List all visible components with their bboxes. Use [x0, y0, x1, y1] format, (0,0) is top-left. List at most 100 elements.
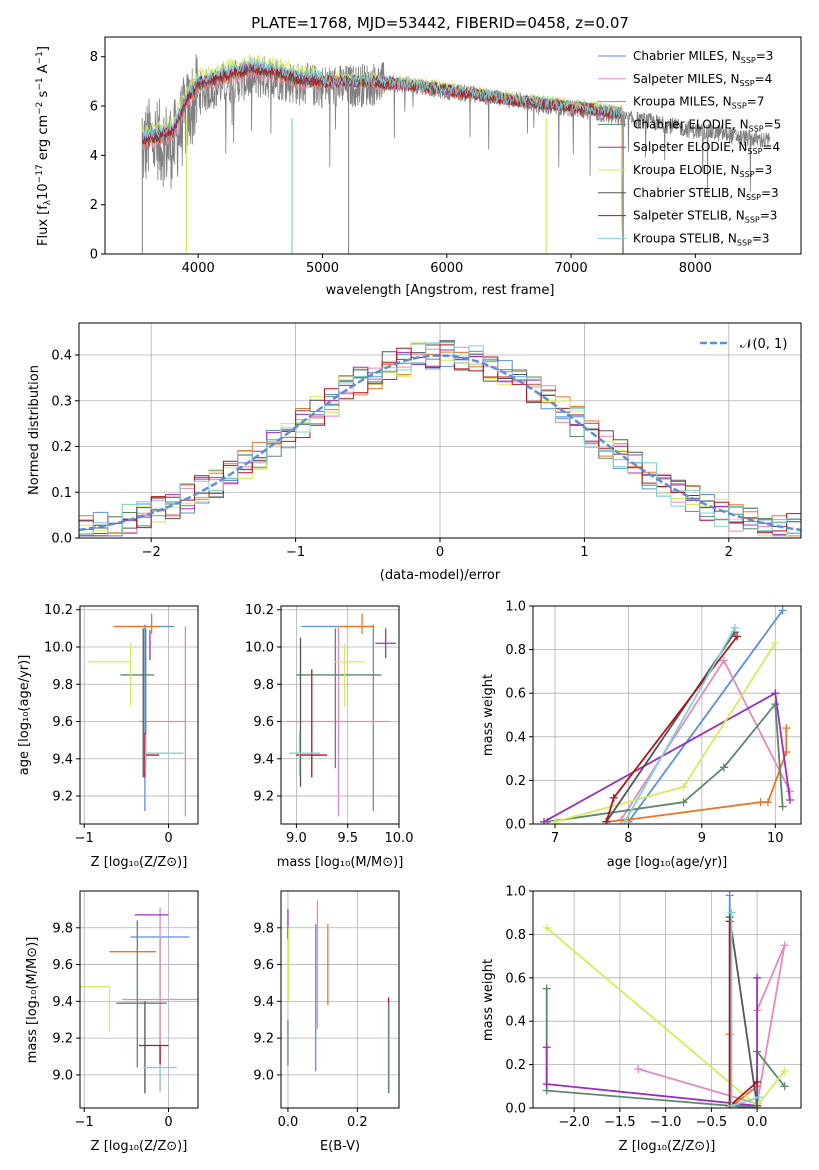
weight-vs-age-marker-kroupa-stelib: [730, 623, 739, 632]
histogram-plot-area: [79, 340, 801, 537]
spectrum-ytick-label: 8: [90, 50, 98, 65]
age-vs-z-xlabel: Z [log₁₀(Z/Z⊙)]: [91, 855, 188, 870]
histogram-panel: −2 −1 0 1 2 0.0 0.1 0.2 0.3 0.4 (data-model)/erro…: [27, 322, 802, 583]
weight-vs-z-ytick-label: 0.6: [505, 971, 526, 986]
legend-label-salpeter-elodie: Salpeter ELODIE, NSSP=4: [633, 140, 780, 156]
age-vs-mass-panel: 9.0 9.5 10.0 9.2 9.4 9.6 9.8 10.0 10.2 mass [log…: [245, 603, 413, 870]
mass-vs-ebv-ytick-label: 9.2: [253, 1032, 274, 1047]
weight-vs-z-marker-kroupa-elodie: [542, 923, 551, 932]
age-vs-mass-xtick-label: 10.0: [385, 831, 414, 846]
spectrum-legend: Chabrier MILES, NSSP=3 Salpeter MILES, NS…: [598, 49, 781, 247]
weight-vs-age-marker-salpeter-elodie: [771, 689, 780, 698]
weight-vs-z-line-salpeter-elodie: [545, 977, 758, 1107]
weight-vs-age-marker-chabrier-elodie: [771, 700, 780, 709]
age-vs-z-ytick-label: 9.8: [52, 678, 73, 693]
weight-vs-age-marker-salpeter-stelib: [733, 632, 742, 641]
spectrum-ylabel: Flux [fλ10−17 erg cm−2 s−1 A−1]: [35, 46, 53, 246]
mass-vs-ebv-ytick-label: 9.6: [253, 958, 274, 973]
weight-vs-age-ylabel: mass weight: [481, 674, 496, 756]
mass-vs-z-plot-area: [80, 907, 198, 1094]
histogram-ylabel: Normed distribution: [27, 365, 42, 495]
spectrum-ytick-label: 6: [90, 100, 98, 115]
weight-vs-z-ytick-label: 0.4: [505, 1015, 526, 1030]
legend-label-kroupa-elodie: Kroupa ELODIE, NSSP=3: [633, 163, 772, 179]
mass-vs-ebv-xlabel: E(B-V): [320, 1139, 360, 1154]
mass-vs-z-ytick-label: 9.8: [52, 921, 73, 936]
weight-vs-age-ytick-label: 0.8: [505, 643, 526, 658]
residual-histogram-kroupa-stelib: [79, 342, 801, 537]
weight-vs-age-marker-kroupa-miles: [782, 724, 791, 733]
weight-vs-age-marker-kroupa-elodie: [679, 782, 688, 791]
mass-vs-z-xtick-label: −1: [75, 1115, 94, 1130]
spectrum-plot-area: [141, 53, 771, 254]
weight-vs-age-xlabel: age [log₁₀(age/yr)]: [607, 855, 728, 870]
legend-label-chabrier-elodie: Chabrier ELODIE, NSSP=5: [633, 117, 781, 133]
weight-vs-age-plot-area: [540, 606, 794, 824]
weight-vs-z-plot-area: [542, 891, 789, 1108]
legend-label-chabrier-stelib: Chabrier STELIB, NSSP=3: [633, 186, 779, 202]
weight-vs-z-marker-salpeter-elodie: [542, 1043, 551, 1052]
age-vs-z-ytick-label: 10.2: [44, 603, 73, 618]
mass-vs-z-ytick-label: 9.6: [52, 958, 73, 973]
weight-vs-z-marker-salpeter-miles: [780, 941, 789, 950]
mass-vs-ebv-xtick-label: 0.0: [278, 1115, 299, 1130]
age-vs-z-ytick-label: 9.4: [52, 752, 73, 767]
weight-vs-z-marker-chabrier-miles: [725, 891, 734, 900]
weight-vs-age-ytick-label: 0.0: [505, 818, 526, 833]
weight-vs-z-ytick-label: 0.8: [505, 928, 526, 943]
weight-vs-age-ytick-label: 0.4: [505, 730, 526, 745]
mass-vs-z-ytick-label: 9.2: [52, 1032, 73, 1047]
spectrum-panel: 4000 5000 6000 7000 8000 0 2 4 6 8 wavelength [An…: [35, 36, 802, 298]
weight-vs-age-xtick-label: 9: [698, 831, 706, 846]
histogram-ytick-label: 0.3: [51, 394, 72, 409]
weight-vs-z-marker-salpeter-elodie: [753, 973, 762, 982]
age-vs-mass-ytick-label: 10.2: [245, 603, 274, 618]
weight-vs-z-marker-salpeter-stelib: [753, 1077, 762, 1086]
weight-vs-z-marker-kroupa-stelib: [727, 1101, 736, 1108]
mass-vs-ebv-plot-area: [287, 900, 390, 1094]
weight-vs-z-xlabel: Z [log₁₀(Z/Z⊙)]: [619, 1139, 716, 1154]
weight-vs-z-marker-salpeter-miles: [634, 1064, 643, 1073]
histogram-ytick-label: 0.0: [51, 532, 72, 547]
histogram-xtick-label: 2: [725, 545, 733, 560]
weight-vs-age-marker-salpeter-stelib: [609, 793, 618, 802]
weight-vs-age-marker-kroupa-elodie: [771, 639, 780, 648]
legend-label-chabrier-miles: Chabrier MILES, NSSP=3: [633, 49, 773, 65]
spectrum-xtick-label: 6000: [430, 261, 463, 276]
weight-vs-age-xtick-label: 10: [767, 831, 784, 846]
weight-vs-age-marker-kroupa-miles: [756, 798, 765, 807]
weight-vs-age-panel: 7 8 9 10 0.0 0.2 0.4 0.6 0.8 1.0 age [log₁₀(age/y…: [481, 600, 802, 870]
weight-vs-age-line-chabrier-miles: [627, 609, 784, 823]
mass-vs-z-xlabel: Z [log₁₀(Z/Z⊙)]: [91, 1139, 188, 1154]
mass-vs-ebv-xtick-label: 0.2: [347, 1115, 368, 1130]
spectrum-xtick-label: 5000: [306, 261, 339, 276]
weight-vs-age-marker-chabrier-miles: [778, 606, 787, 615]
weight-vs-age-xtick-label: 7: [551, 831, 559, 846]
mass-vs-ebv-ytick-label: 9.0: [253, 1068, 274, 1083]
weight-vs-age-marker-salpeter-stelib: [602, 817, 611, 824]
weight-vs-age-ytick-label: 1.0: [505, 600, 526, 615]
mass-vs-z-ylabel: mass [log₁₀(M/M⊙)]: [25, 937, 40, 1064]
weight-vs-age-ytick-label: 0.6: [505, 687, 526, 702]
weight-vs-z-ylabel: mass weight: [481, 959, 496, 1041]
weight-vs-z-xtick-label: −2.0: [558, 1115, 590, 1130]
age-vs-z-panel: −1 09.29.49.69.810.010.2 Z [log₁₀(Z/Z⊙)] …: [17, 603, 199, 870]
weight-vs-z-xtick-label: −1.5: [604, 1115, 636, 1130]
spectrum-ytick-label: 2: [90, 198, 98, 213]
age-vs-mass-ytick-label: 9.2: [253, 790, 274, 805]
spectrum-xtick-label: 8000: [679, 261, 712, 276]
mass-vs-z-ytick-label: 9.0: [52, 1068, 73, 1083]
legend-label-kroupa-stelib: Kroupa STELIB, NSSP=3: [633, 231, 770, 247]
age-vs-z-ytick-label: 9.6: [52, 715, 73, 730]
age-vs-mass-ytick-label: 9.8: [253, 678, 274, 693]
mass-vs-ebv-panel: 0.0 0.2 9.0 9.2 9.4 9.6 9.8 E(B-V): [253, 890, 400, 1154]
age-vs-mass-xlabel: mass [log₁₀(M/M⊙)]: [277, 855, 404, 870]
age-vs-z-xtick-label: −1: [75, 831, 94, 846]
weight-vs-z-xtick-label: −0.5: [696, 1115, 728, 1130]
weight-vs-age-marker-salpeter-elodie: [540, 817, 549, 824]
histogram-ytick-label: 0.1: [51, 486, 72, 501]
age-vs-z-ytick-label: 10.0: [44, 640, 73, 655]
weight-vs-z-marker-salpeter-elodie: [542, 1080, 551, 1089]
weight-vs-age-xtick-label: 8: [624, 831, 632, 846]
spectrum-xtick-label: 4000: [182, 261, 215, 276]
